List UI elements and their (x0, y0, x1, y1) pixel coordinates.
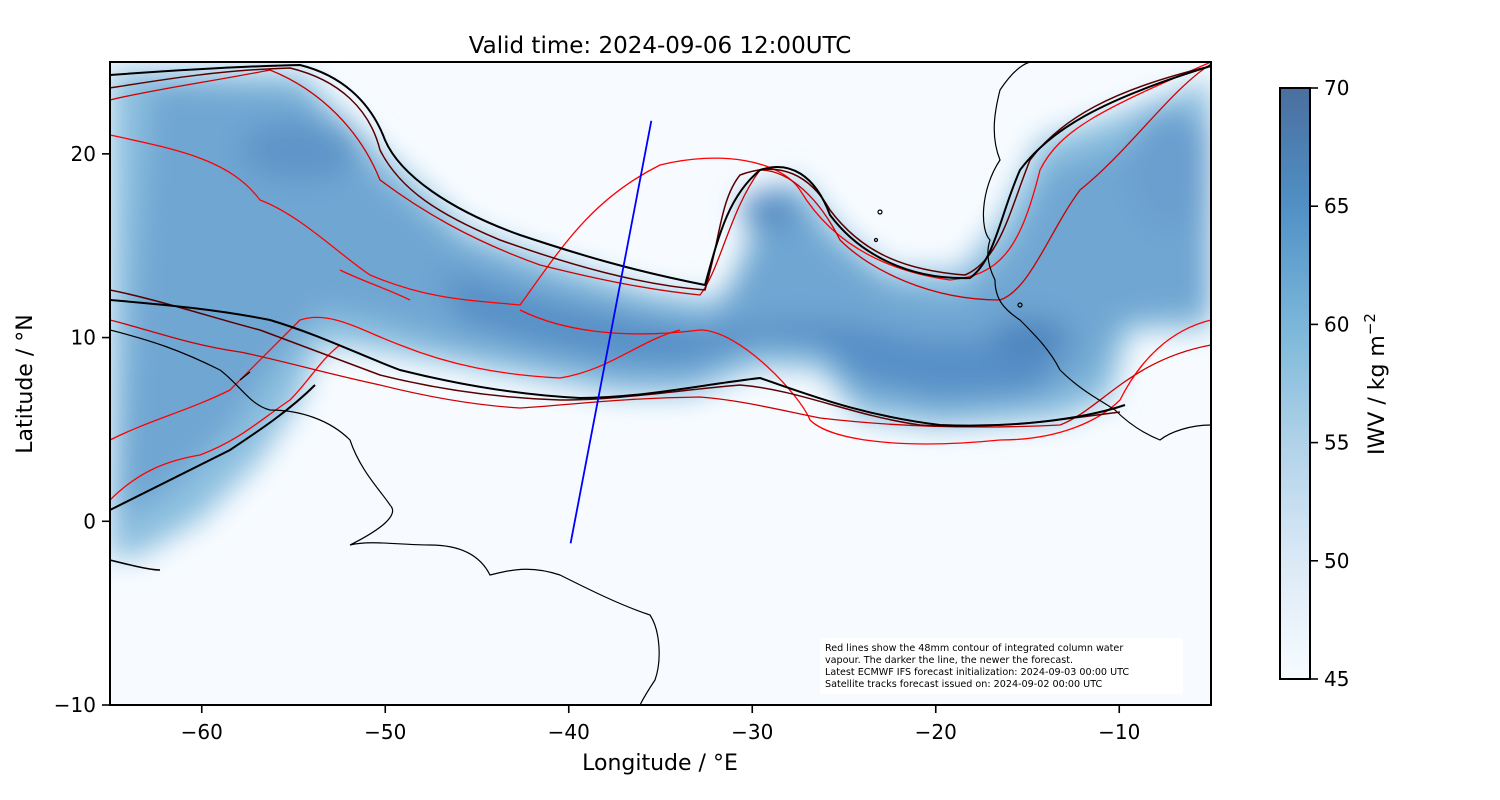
note-line-1: Red lines show the 48mm contour of integ… (825, 643, 1123, 654)
map-panel: −60 −50 −40 −30 −20 −10 20 10 0 −10 Red lines sh… (54, 61, 1212, 744)
x-axis-label: Longitude / °E (582, 751, 738, 776)
colorbar: 70 65 60 55 50 45 IWV / kg m−2 (1279, 76, 1390, 691)
colorbar-tick-label: 50 (1324, 549, 1349, 573)
x-tick-label: −10 (1098, 720, 1140, 744)
colorbar-tick-label: 45 (1324, 667, 1349, 691)
colorbar-tick-label: 65 (1324, 194, 1349, 218)
x-tick-label: −50 (364, 720, 406, 744)
note-line-3: Latest ECMWF IFS forecast initialization… (825, 667, 1129, 678)
colorbar-gradient (1279, 87, 1311, 680)
y-tick-label: 20 (71, 142, 96, 166)
contour-newer (110, 65, 1211, 291)
satellite-track (569, 120, 653, 544)
y-tick-label: 10 (71, 326, 96, 350)
colorbar-tick-label: 55 (1324, 431, 1349, 455)
x-tick-label: −60 (181, 720, 223, 744)
contour-older (110, 63, 1211, 301)
map-title: Valid time: 2024-09-06 12:00UTC (469, 33, 852, 59)
forecast-note: Red lines show the 48mm contour of integ… (820, 638, 1183, 694)
note-line-4: Satellite tracks forecast issued on: 202… (825, 679, 1102, 690)
map-frame (109, 61, 1212, 706)
note-line-2: vapour. The darker the line, the newer t… (825, 655, 1073, 666)
x-tick-label: −40 (548, 720, 590, 744)
coastlines (110, 62, 1211, 705)
colorbar-ticks: 70 65 60 55 50 45 (1310, 76, 1349, 691)
contour-oldest (110, 62, 1211, 306)
y-axis-label: Latitude / °N (13, 314, 38, 453)
colorbar-label: IWV / kg m−2 (1361, 313, 1390, 455)
iwv-field (110, 70, 1211, 560)
x-tick-label: −20 (915, 720, 957, 744)
colorbar-tick-label: 70 (1324, 76, 1349, 100)
note-box (820, 638, 1183, 694)
y-tick-label: −10 (54, 693, 96, 717)
iwv-48mm-contours (110, 62, 1211, 571)
colorbar-tick-label: 60 (1324, 312, 1349, 336)
contour-newest (110, 63, 1211, 287)
x-tick-label: −30 (731, 720, 773, 744)
x-axis-ticks: −60 −50 −40 −30 −20 −10 (181, 705, 1140, 744)
y-axis-ticks: 20 10 0 −10 (54, 142, 110, 717)
y-tick-label: 0 (83, 509, 96, 533)
